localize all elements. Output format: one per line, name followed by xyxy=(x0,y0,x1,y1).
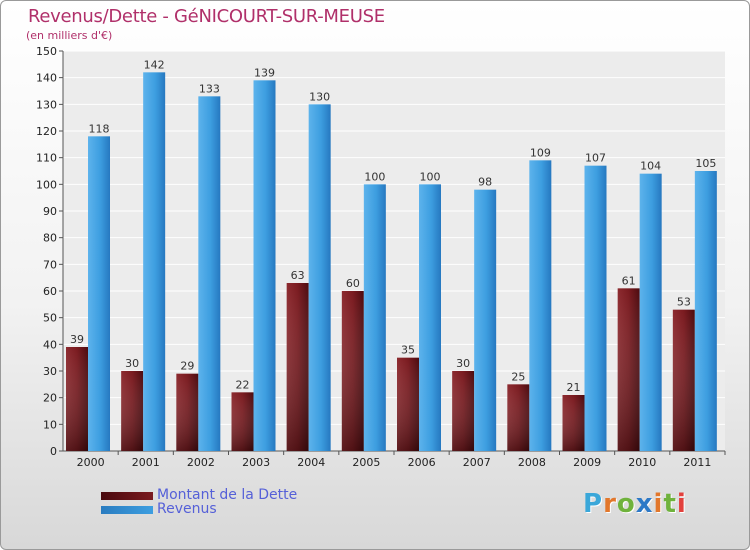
logo-letter: r xyxy=(603,489,617,519)
bar-dette-shade xyxy=(286,283,309,451)
data-label: 98 xyxy=(478,176,492,189)
data-label: 25 xyxy=(511,370,525,383)
legend-label-revenus: Revenus xyxy=(157,501,217,517)
legend-swatch-revenus xyxy=(101,506,153,514)
logo-letter: o xyxy=(616,489,636,519)
logo-letter: t xyxy=(663,489,677,519)
data-label: 142 xyxy=(144,58,165,71)
bar-dette-shade xyxy=(672,309,695,451)
x-tick-label: 2007 xyxy=(463,456,491,469)
bar-revenus xyxy=(474,189,497,451)
x-tick-label: 2010 xyxy=(628,456,656,469)
y-tick-label: 10 xyxy=(43,418,57,431)
logo-letter: x xyxy=(635,489,654,519)
x-tick-label: 2006 xyxy=(408,456,436,469)
data-label: 104 xyxy=(640,160,661,173)
bar-revenus xyxy=(363,184,386,452)
data-label: 109 xyxy=(530,146,551,159)
y-tick-label: 20 xyxy=(43,392,57,405)
data-label: 53 xyxy=(677,296,691,309)
proxiti-logo: Proxiti xyxy=(583,489,687,519)
data-label: 63 xyxy=(291,269,305,282)
data-label: 39 xyxy=(70,333,84,346)
bar-revenus xyxy=(143,72,166,451)
bar-dette-shade xyxy=(66,347,88,451)
bar-dette-shade xyxy=(176,373,199,451)
y-tick-label: 50 xyxy=(43,312,57,325)
bar-dette-shade xyxy=(452,371,475,451)
bar-revenus xyxy=(529,160,552,452)
bar-revenus xyxy=(198,96,221,451)
data-label: 30 xyxy=(125,357,139,370)
bar-dette-shade xyxy=(507,384,530,451)
x-tick-label: 2005 xyxy=(352,456,380,469)
data-label: 118 xyxy=(89,122,110,135)
bar-dette-shade xyxy=(341,291,364,451)
bar-revenus xyxy=(308,104,331,451)
data-label: 35 xyxy=(401,344,415,357)
unit-note: (en milliers d'€) xyxy=(26,29,113,42)
data-label: 100 xyxy=(420,170,441,183)
bar-revenus xyxy=(694,171,717,451)
data-label: 100 xyxy=(364,170,385,183)
bar-dette-shade xyxy=(562,395,585,451)
data-label: 61 xyxy=(622,274,636,287)
bar-dette-shade xyxy=(121,371,144,451)
data-label: 130 xyxy=(309,90,330,103)
x-tick-label: 2002 xyxy=(187,456,215,469)
y-tick-label: 30 xyxy=(43,365,57,378)
bar-dette-shade xyxy=(231,392,254,451)
y-tick-label: 60 xyxy=(43,285,57,298)
y-tick-label: 130 xyxy=(36,98,57,111)
bar-revenus xyxy=(639,173,662,451)
y-tick-label: 110 xyxy=(36,152,57,165)
data-label: 105 xyxy=(695,157,716,170)
y-tick-label: 0 xyxy=(50,445,57,458)
bar-revenus xyxy=(584,165,607,451)
data-label: 22 xyxy=(236,378,250,391)
x-tick-label: 2003 xyxy=(242,456,270,469)
bar-dette-shade xyxy=(617,288,640,451)
y-tick-label: 40 xyxy=(43,338,57,351)
y-tick-label: 120 xyxy=(36,125,57,138)
logo-letter: i xyxy=(653,489,664,519)
y-tick-label: 140 xyxy=(36,72,57,85)
y-tick-label: 70 xyxy=(43,258,57,271)
logo-letter: P xyxy=(583,489,604,519)
data-label: 21 xyxy=(567,381,581,394)
x-tick-label: 2001 xyxy=(132,456,160,469)
bar-revenus xyxy=(88,136,110,452)
x-tick-label: 2000 xyxy=(77,456,105,469)
bar-dette-shade xyxy=(397,357,419,451)
x-tick-label: 2008 xyxy=(518,456,546,469)
y-tick-label: 80 xyxy=(43,232,57,245)
legend-label-dette: Montant de la Dette xyxy=(157,487,298,503)
data-label: 30 xyxy=(456,357,470,370)
y-tick-label: 150 xyxy=(36,45,57,58)
x-tick-label: 2011 xyxy=(683,456,711,469)
y-tick-label: 100 xyxy=(36,178,57,191)
data-label: 29 xyxy=(180,360,194,373)
plot-area xyxy=(63,51,725,451)
logo-letter: i xyxy=(676,489,687,519)
data-label: 60 xyxy=(346,277,360,290)
data-label: 139 xyxy=(254,66,275,79)
y-tick-label: 90 xyxy=(43,205,57,218)
legend-swatch-dette xyxy=(101,492,153,500)
bar-revenus xyxy=(419,184,441,452)
chart-title: Revenus/Dette - GéNICOURT-SUR-MEUSE xyxy=(28,6,385,27)
data-label: 107 xyxy=(585,152,606,165)
x-tick-label: 2009 xyxy=(573,456,601,469)
x-tick-label: 2004 xyxy=(297,456,325,469)
data-label: 133 xyxy=(199,82,220,95)
bar-revenus xyxy=(253,80,276,451)
